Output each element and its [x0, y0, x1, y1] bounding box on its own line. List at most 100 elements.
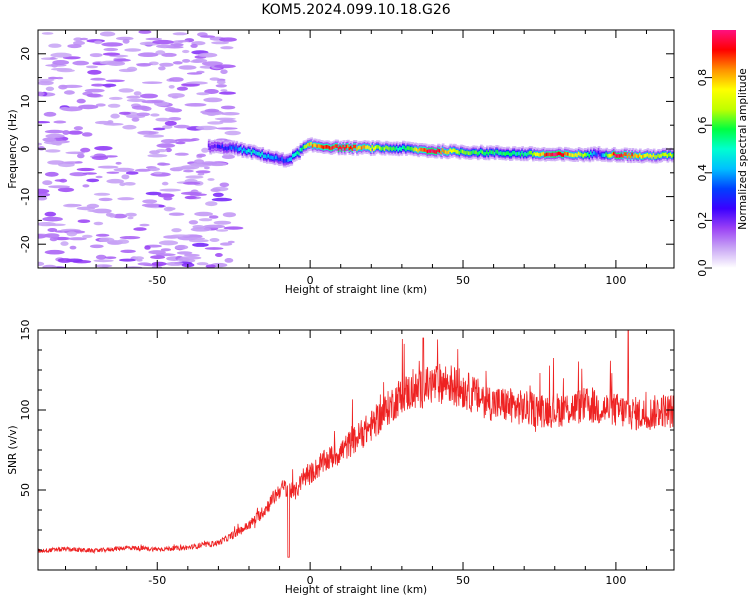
signal-cell — [307, 142, 310, 147]
signal-cell — [626, 154, 630, 159]
signal-cell — [343, 147, 347, 151]
noise-blob — [168, 77, 184, 82]
spectrogram-y-axis-label: Frequency (Hz) — [7, 109, 19, 188]
noise-blob — [119, 182, 126, 187]
noise-blob — [91, 83, 105, 87]
signal-cell — [210, 145, 214, 149]
signal-cell — [395, 146, 399, 150]
noise-blob — [211, 41, 230, 45]
signal-cell — [617, 153, 621, 158]
noise-blob — [190, 43, 198, 48]
noise-blob — [145, 191, 162, 196]
noise-blob — [102, 83, 117, 88]
noise-blob — [161, 52, 177, 57]
noise-blob — [192, 242, 209, 247]
noise-blob — [168, 85, 175, 89]
noise-blob — [42, 216, 63, 222]
noise-blob — [49, 57, 56, 60]
noise-blob — [38, 192, 50, 197]
signal-cell — [515, 152, 518, 156]
noise-blob — [93, 192, 111, 196]
signal-cell — [409, 147, 413, 151]
noise-blob — [195, 125, 218, 131]
noise-blob — [141, 100, 163, 104]
signal-cell — [394, 147, 398, 151]
noise-blob — [123, 182, 136, 186]
signal-cell — [487, 152, 491, 156]
colorbar-gradient — [712, 30, 736, 268]
signal-cell — [221, 144, 225, 149]
signal-cell — [492, 150, 495, 155]
noise-blob — [184, 103, 207, 107]
noise-blob — [211, 197, 233, 202]
noise-blob — [197, 172, 205, 176]
noise-blob — [222, 212, 236, 218]
noise-blob — [134, 168, 151, 172]
noise-blob — [203, 166, 210, 170]
signal-cell — [356, 147, 359, 151]
signal-cell — [397, 147, 401, 152]
noise-blob — [65, 151, 85, 155]
signal-cell — [299, 147, 303, 152]
signal-cell — [672, 153, 674, 157]
signal-cell — [215, 144, 219, 149]
noise-blob — [45, 149, 61, 153]
noise-blob — [52, 60, 70, 65]
noise-blob — [140, 93, 158, 99]
signal-cell — [539, 152, 543, 157]
noise-blob — [50, 67, 73, 71]
signal-cell — [411, 146, 414, 151]
signal-cell — [232, 145, 235, 149]
noise-blob — [216, 229, 229, 232]
noise-blob — [115, 161, 122, 165]
signal-cell — [524, 152, 527, 156]
noise-blob — [170, 43, 184, 47]
snr-series-line — [38, 330, 674, 558]
signal-cell — [305, 144, 309, 148]
noise-blob — [172, 61, 183, 65]
signal-cell — [496, 150, 500, 154]
y-tick-label: -10 — [19, 188, 32, 206]
signal-cell — [554, 152, 558, 157]
signal-cell — [558, 151, 561, 156]
noise-blob — [142, 81, 163, 84]
y-tick-label: 100 — [19, 400, 32, 421]
signal-cell — [455, 150, 459, 154]
noise-blob — [136, 63, 151, 67]
signal-cell — [402, 145, 405, 149]
noise-blob — [215, 84, 227, 88]
noise-blob — [139, 223, 150, 227]
y-tick-label: 20 — [19, 47, 32, 61]
signal-cell — [421, 148, 425, 152]
signal-cell — [565, 152, 569, 156]
signal-cell — [669, 152, 673, 157]
noise-blob — [38, 91, 45, 96]
noise-blob — [125, 212, 137, 217]
signal-cell — [391, 147, 394, 151]
noise-blob — [103, 47, 119, 52]
noise-blob — [205, 201, 218, 207]
signal-cell — [467, 151, 471, 155]
noise-blob — [87, 209, 109, 213]
signal-cell — [292, 153, 295, 158]
noise-blob — [95, 175, 103, 179]
signal-cell — [582, 154, 586, 158]
signal-cell — [634, 153, 638, 157]
signal-cell — [631, 152, 635, 157]
signal-cell — [438, 149, 442, 153]
signal-cell — [337, 147, 341, 151]
noise-blob — [90, 77, 106, 81]
signal-cell — [241, 149, 245, 154]
noise-blob — [165, 147, 172, 153]
signal-cell — [580, 153, 584, 157]
signal-cell — [223, 147, 226, 151]
noise-blob — [116, 239, 130, 244]
noise-blob — [108, 96, 123, 100]
noise-blob — [173, 124, 190, 129]
signal-cell — [548, 152, 552, 157]
noise-blob — [43, 111, 57, 117]
spectrogram-marks — [38, 30, 674, 268]
noise-blob — [163, 206, 174, 212]
signal-cell — [502, 151, 506, 156]
signal-cell — [657, 153, 660, 158]
